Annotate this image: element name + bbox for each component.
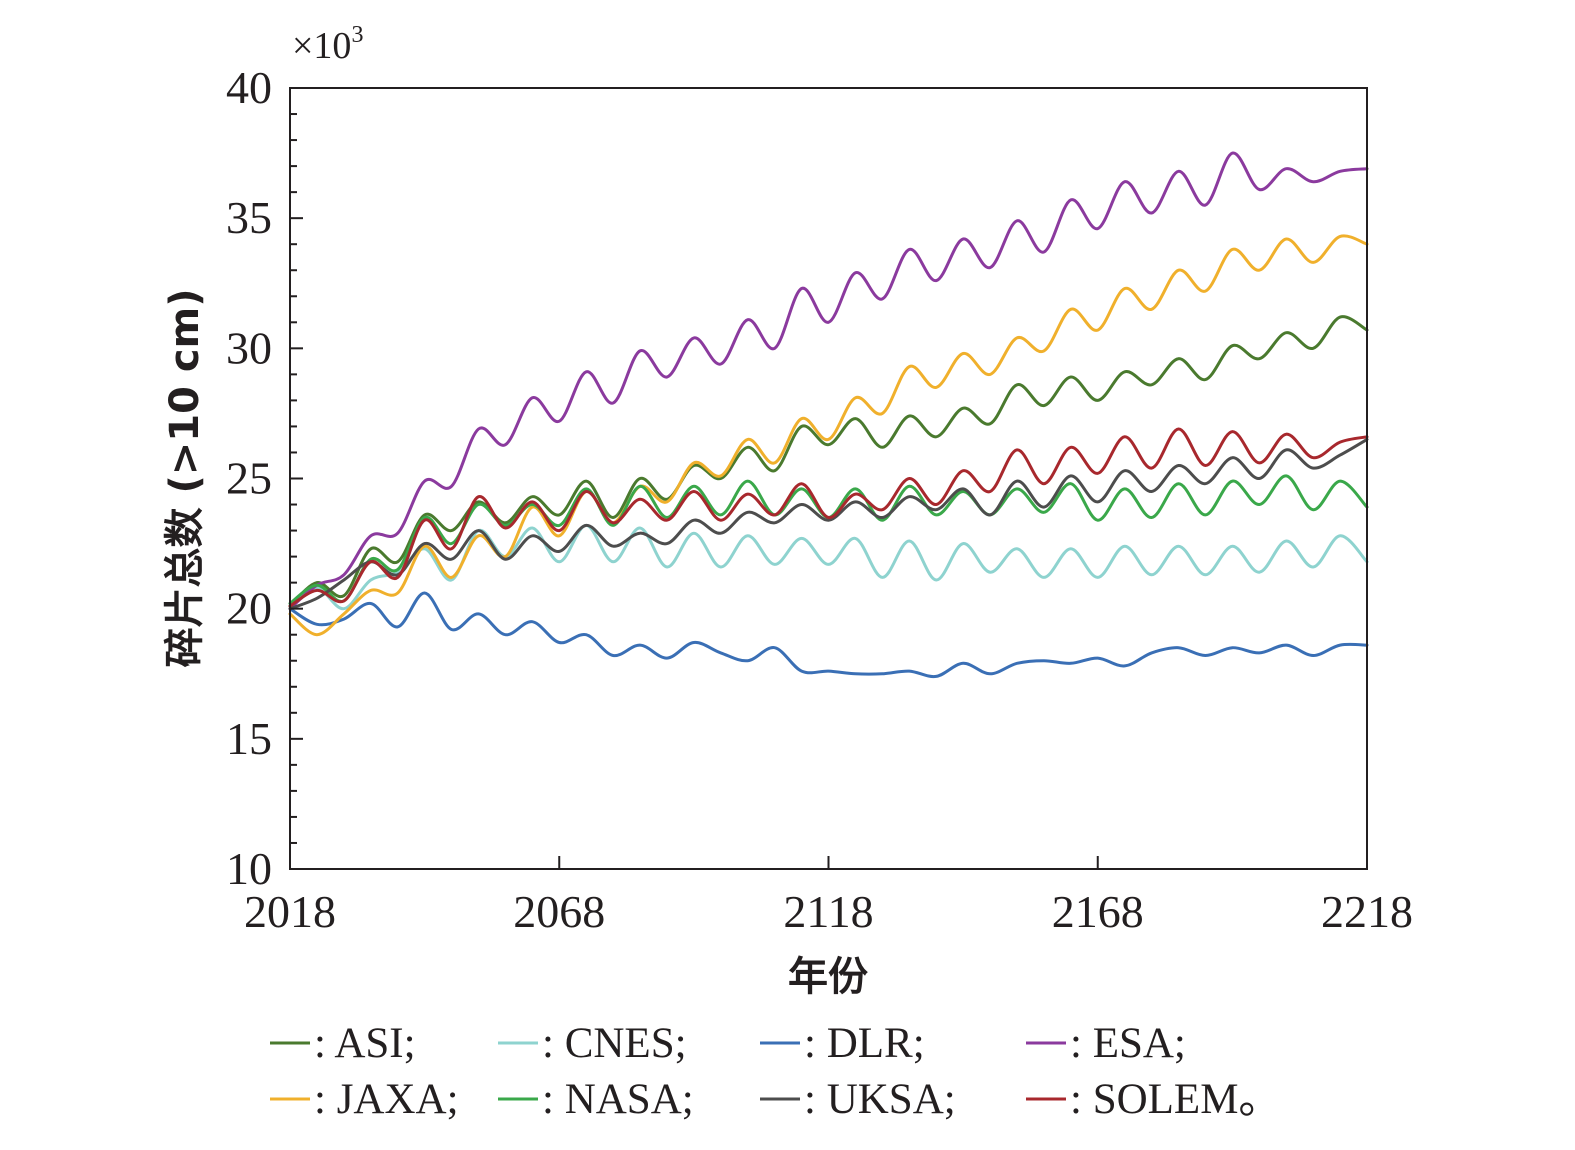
legend-label-cnes: : CNES; (542, 1020, 687, 1067)
y-tick-label: 15 (226, 713, 272, 764)
legend-label-nasa: : NASA; (542, 1076, 694, 1123)
series-line-solem (288, 427, 1369, 608)
legend-label-uksa: : UKSA; (804, 1076, 956, 1123)
series-line-nasa (288, 474, 1369, 605)
y-multiplier-label: ×103 (292, 22, 363, 67)
legend: : ASI; : CNES; : DLR; : ESA; : JAXA; : NASA;:… (270, 1020, 1281, 1123)
series-lines (288, 151, 1369, 679)
y-tick-label: 30 (226, 322, 272, 373)
y-tick-label: 35 (226, 192, 272, 243)
legend-label-esa: : ESA; (1070, 1020, 1186, 1067)
y-tick-label: 10 (226, 843, 272, 894)
series-line-jaxa (288, 234, 1369, 637)
x-tick-label: 2218 (1321, 886, 1413, 937)
series-line-uksa (288, 437, 1369, 611)
series-line-esa (288, 151, 1369, 611)
legend-label-asi: : ASI; (314, 1020, 416, 1067)
legend-label-solem: : SOLEM。 (1070, 1076, 1281, 1123)
x-tick-label: 2118 (783, 886, 873, 937)
y-tick-label: 40 (226, 62, 272, 113)
legend-label-jaxa: : JAXA; (314, 1076, 459, 1123)
y-axis-title: 碎片总数 (>10 cm) (162, 289, 208, 668)
y-tick-label: 25 (226, 453, 272, 504)
x-tick-label: 2168 (1052, 886, 1144, 937)
x-axis-ticks: 2018 2068 2118 2168 2218 (244, 856, 1413, 937)
series-line-cnes (288, 523, 1369, 611)
x-tick-label: 2068 (513, 886, 605, 937)
y-axis-ticks: 10 15 20 25 30 35 40 (226, 62, 303, 894)
x-axis-title: 年份 (788, 954, 868, 1000)
series-line-asi (288, 315, 1369, 608)
y-tick-label: 20 (226, 583, 272, 634)
series-line-dlr (288, 591, 1369, 679)
legend-label-dlr: : DLR; (804, 1020, 925, 1067)
x-tick-label: 2018 (244, 886, 336, 937)
